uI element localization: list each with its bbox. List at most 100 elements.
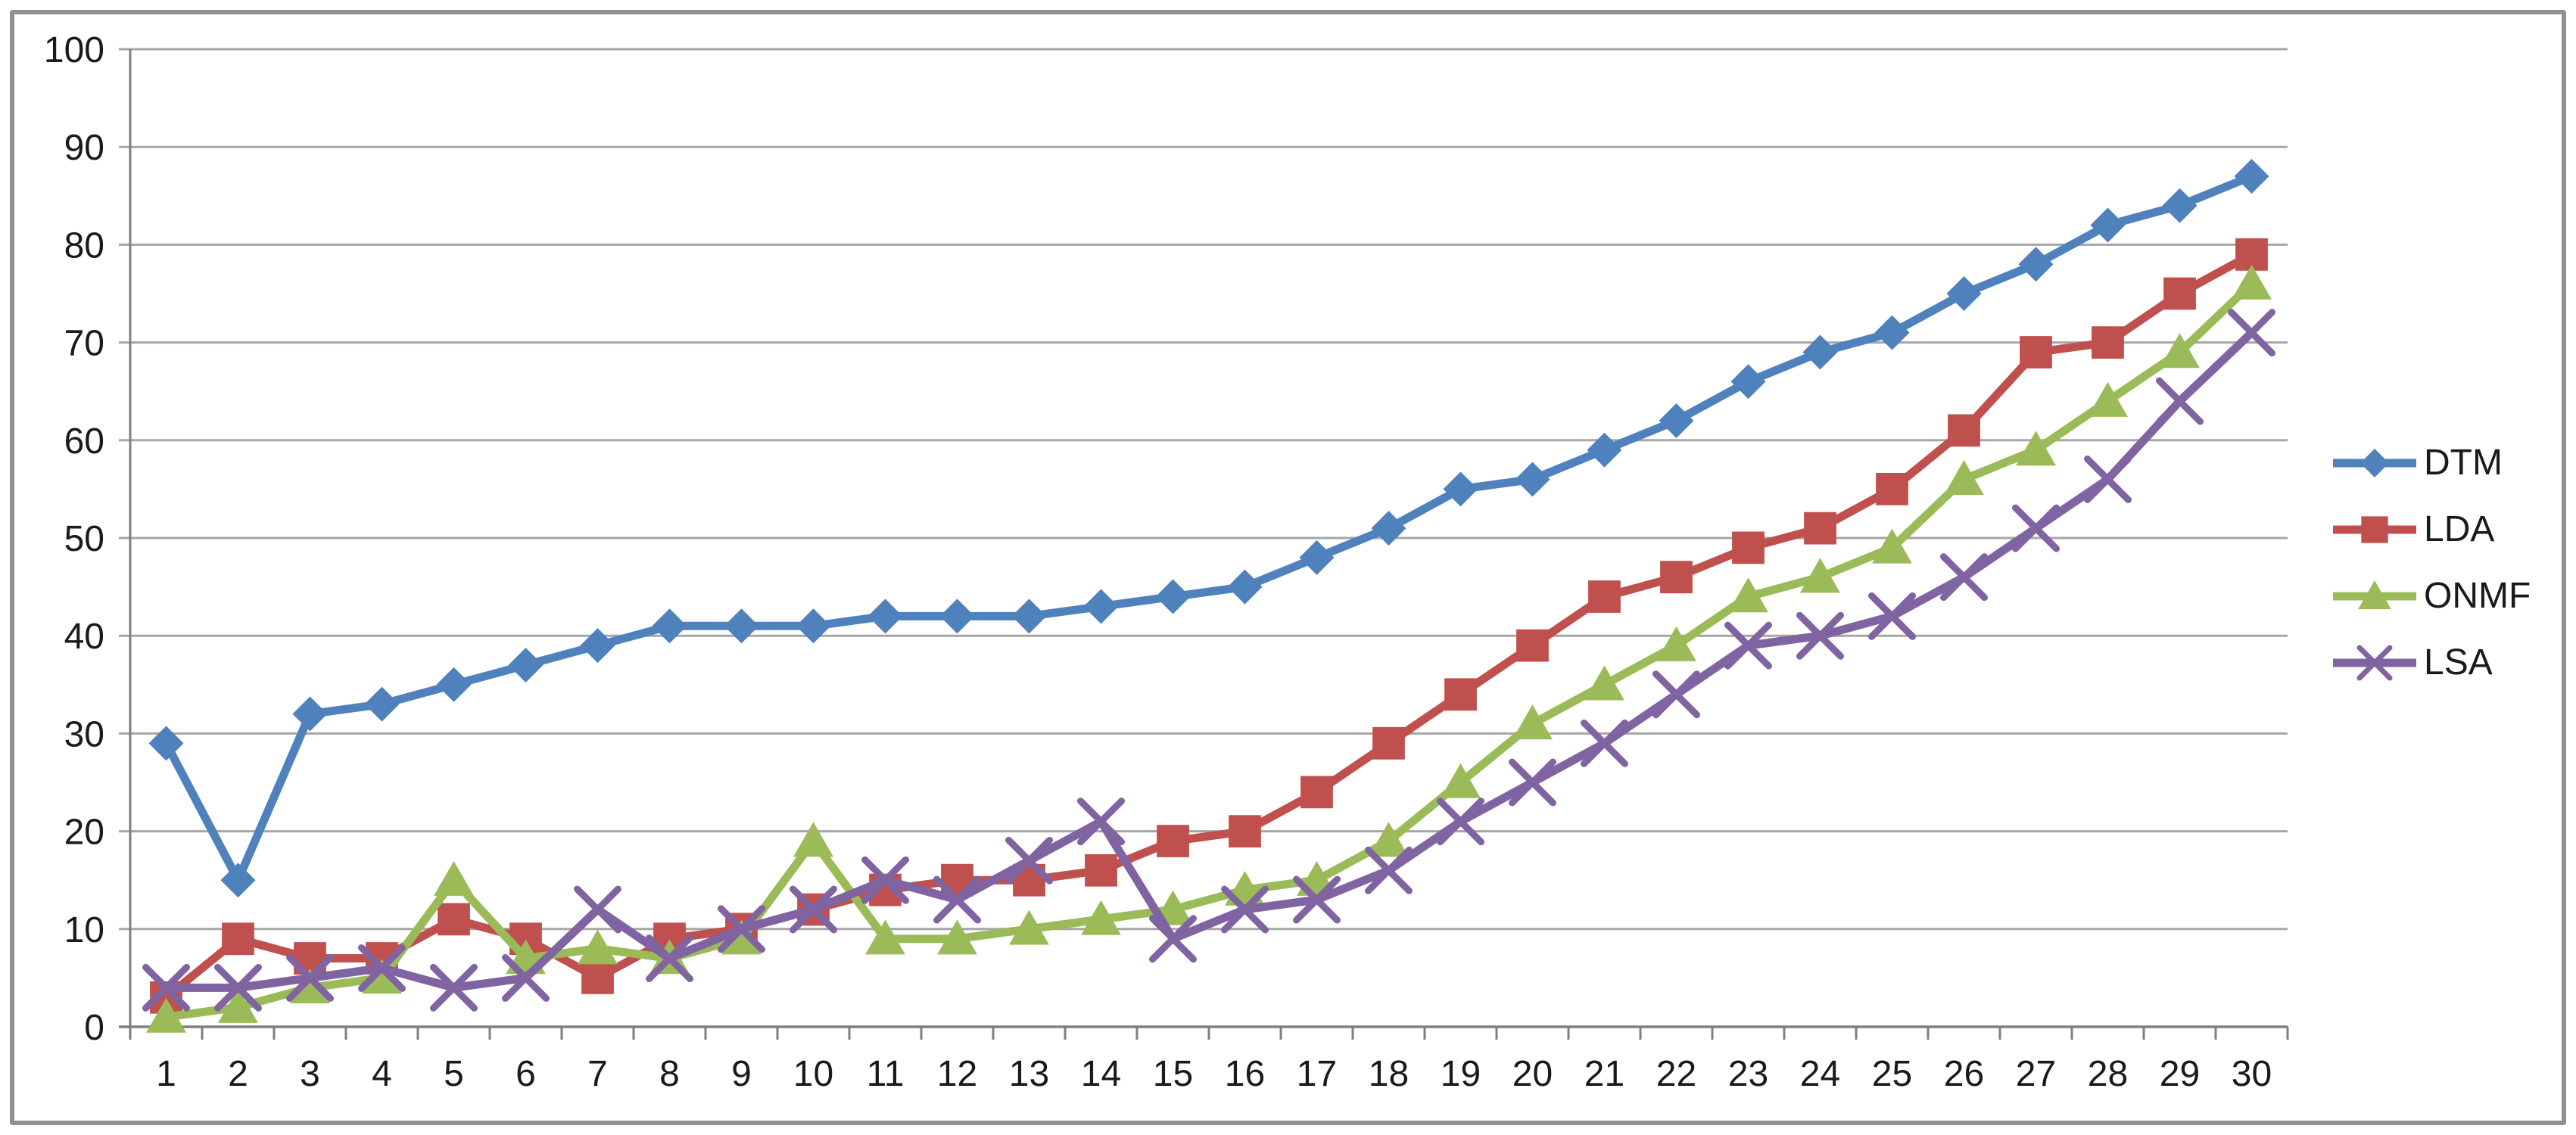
y-tick-label-0: 0: [84, 1008, 104, 1048]
series-onmf-marker-1: [146, 997, 186, 1033]
series-lda-marker-18: [1372, 726, 1405, 760]
x-tick-label-24: 24: [1800, 1054, 1840, 1094]
legend-marker: [2361, 516, 2388, 543]
series-onmf-marker-18: [1369, 822, 1409, 857]
x-tick-label-25: 25: [1872, 1054, 1912, 1094]
lda-square-marker-icon: [2333, 516, 2416, 543]
series-onmf-line: [162, 279, 2256, 1022]
x-tick-label-29: 29: [2160, 1054, 2200, 1094]
x-tick-label-8: 8: [659, 1054, 680, 1094]
x-tick-label-2: 2: [228, 1054, 248, 1094]
x-tick-label-1: 1: [156, 1054, 176, 1094]
x-marker-stroke-1: [1149, 915, 1197, 963]
x-marker-stroke-1: [2228, 309, 2275, 357]
series-dtm-marker-11: [867, 599, 903, 634]
x-marker-stroke-1: [2084, 455, 2132, 503]
x-marker-stroke-1: [1365, 846, 1413, 894]
series-dtm-marker-7: [580, 628, 615, 664]
x-tick-label-6: 6: [516, 1054, 536, 1094]
legend-item-lsa: LSA: [2333, 642, 2531, 684]
x-marker-stroke-1: [1581, 719, 1628, 767]
series-dtm-marker-4: [364, 686, 400, 722]
series-lda-marker-2: [222, 922, 254, 956]
x-marker-stroke-1: [1005, 836, 1053, 885]
x-tick-label-4: 4: [372, 1054, 392, 1094]
x-marker-stroke-1: [2012, 504, 2060, 552]
x-marker-stroke-1: [861, 856, 909, 904]
series-lda-marker-16: [1229, 815, 1261, 847]
series-onmf-marker-24: [1800, 558, 1840, 593]
series-dtm-marker-8: [652, 608, 687, 644]
x-tick-label-22: 22: [1656, 1054, 1696, 1094]
x-marker-stroke-1: [1652, 670, 1700, 719]
x-marker-stroke-1: [1509, 758, 1556, 807]
y-tick-label-40: 40: [64, 617, 104, 657]
x-marker-stroke-1: [1293, 875, 1341, 924]
series-onmf-marker-12: [937, 919, 977, 955]
series-dtm-marker-9: [724, 608, 759, 644]
series-onmf-marker-2: [218, 987, 258, 1023]
x-tick-label-18: 18: [1369, 1054, 1409, 1094]
x-marker-stroke-1: [718, 905, 765, 953]
x-tick-label-14: 14: [1081, 1054, 1121, 1094]
series-lda-marker-28: [2092, 326, 2124, 359]
x-marker-stroke-1: [502, 953, 550, 1002]
x-marker-stroke-1: [142, 963, 190, 1012]
x-marker-stroke-1: [1221, 885, 1269, 934]
legend-item-lda: LDA: [2333, 508, 2531, 551]
y-tick-label-70: 70: [64, 324, 104, 364]
series-onmf-marker-30: [2232, 264, 2272, 300]
series-onmf-marker-27: [2016, 431, 2056, 466]
series-lda-marker-23: [1732, 531, 1765, 564]
x-tick-label-15: 15: [1153, 1054, 1193, 1094]
series-onmf-marker-28: [2088, 381, 2128, 417]
series-lda-marker-17: [1300, 776, 1333, 809]
series-lda-line: [162, 250, 2256, 1002]
y-tick-label-60: 60: [64, 421, 104, 462]
y-tick-label-80: 80: [64, 225, 104, 266]
x-marker-stroke-1: [790, 885, 837, 934]
series-dtm-marker-25: [1874, 315, 1910, 350]
x-tick-label-3: 3: [300, 1054, 320, 1094]
series-dtm-marker-29: [2162, 188, 2198, 223]
legend-item-dtm: DTM: [2333, 442, 2531, 484]
series-lda-marker-24: [1804, 512, 1836, 545]
series-lda-marker-30: [2235, 238, 2268, 271]
series-onmf-marker-20: [1512, 704, 1553, 740]
series-lda-marker-26: [1948, 414, 1980, 447]
series-onmf-marker-4: [362, 959, 402, 994]
series-lda-marker-21: [1588, 580, 1621, 613]
legend-label-onmf: ONMF: [2424, 576, 2531, 616]
series-lda-marker-7: [581, 962, 614, 994]
series-dtm-marker-1: [148, 726, 184, 761]
series-dtm-marker-20: [1515, 462, 1550, 497]
y-tick-label-30: 30: [64, 714, 104, 754]
series-dtm-marker-17: [1299, 540, 1335, 575]
series-onmf-marker-21: [1584, 665, 1624, 701]
x-marker-stroke-1: [2356, 645, 2393, 681]
series-dtm-marker-2: [220, 863, 256, 898]
series-onmf-marker-3: [290, 969, 330, 1004]
series-lda-marker-5: [438, 903, 470, 936]
y-tick-label-20: 20: [64, 813, 104, 853]
x-tick-label-30: 30: [2232, 1054, 2272, 1094]
dtm-diamond-marker-icon: [2333, 449, 2416, 477]
series-lsa-line: [162, 328, 2256, 992]
x-tick-label-11: 11: [867, 1054, 905, 1094]
y-tick-label-90: 90: [64, 128, 104, 168]
x-tick-label-12: 12: [937, 1054, 977, 1094]
legend-marker: [2360, 449, 2389, 477]
x-marker-stroke-1: [2156, 377, 2204, 425]
series-onmf-marker-13: [1009, 910, 1049, 945]
x-marker-stroke-1: [1868, 592, 1916, 640]
x-tick-label-21: 21: [1584, 1054, 1624, 1094]
series-onmf-marker-29: [2160, 333, 2200, 368]
x-marker-stroke-1: [933, 875, 981, 924]
legend-label-dtm: DTM: [2424, 443, 2503, 483]
series-dtm-marker-10: [796, 608, 831, 644]
series-onmf-marker-19: [1441, 763, 1481, 798]
x-marker-stroke-1: [1940, 553, 1988, 602]
series-onmf-marker-14: [1081, 900, 1121, 935]
series-dtm-marker-18: [1371, 511, 1406, 546]
series-dtm-marker-15: [1155, 579, 1191, 614]
